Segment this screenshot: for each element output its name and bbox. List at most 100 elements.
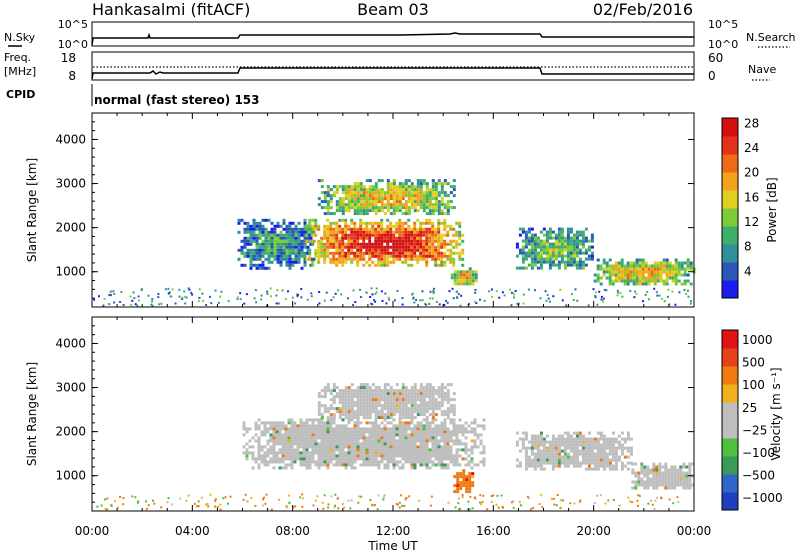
- power-echo-cell: [443, 221, 447, 225]
- velocity-echo-cell: [685, 480, 689, 484]
- power-echo-cell: [431, 242, 435, 246]
- velocity-echo-cell: [305, 460, 309, 464]
- power-echo-cell: [323, 242, 327, 246]
- power-echo-cell: [356, 206, 360, 210]
- velocity-echo-cell: [410, 451, 414, 455]
- velocity-echo-cell: [614, 464, 618, 468]
- velocity-clutter-cell: [337, 507, 340, 510]
- power-echo-cell: [614, 270, 618, 274]
- power-echo-cell: [459, 270, 463, 274]
- velocity-echo-cell: [422, 392, 426, 396]
- velocity-echo-cell: [455, 460, 459, 464]
- velocity-echo-cell: [356, 421, 360, 425]
- colorbar-swatch: [722, 330, 738, 349]
- power-echo-cell: [575, 239, 579, 243]
- power-echo-cell: [521, 245, 525, 249]
- power-echo-cell: [288, 257, 292, 261]
- velocity-echo-cell: [536, 443, 540, 447]
- velocity-echo-cell: [257, 436, 261, 440]
- power-clutter-cell: [451, 287, 454, 290]
- velocity-echo-cell: [242, 433, 246, 437]
- power-echo-cell: [365, 233, 369, 237]
- power-echo-cell: [572, 263, 576, 267]
- power-echo-cell: [398, 197, 402, 201]
- power-echo-cell: [566, 257, 570, 261]
- power-echo-cell: [620, 258, 624, 262]
- velocity-echo-cell: [530, 458, 534, 462]
- velocity-echo-cell: [676, 480, 680, 484]
- power-echo-cell: [362, 188, 366, 192]
- velocity-colorbar-tick: −100: [742, 446, 775, 460]
- power-clutter-cell: [266, 290, 269, 293]
- power-echo-cell: [665, 261, 669, 265]
- velocity-echo-cell: [643, 471, 647, 475]
- velocity-echo-cell: [428, 436, 432, 440]
- power-echo-cell: [398, 182, 402, 186]
- power-echo-cell: [401, 224, 405, 228]
- power-clutter-cell: [621, 295, 624, 298]
- velocity-echo-cell: [584, 440, 588, 444]
- velocity-echo-cell: [380, 433, 384, 437]
- velocity-echo-cell: [329, 448, 333, 452]
- power-echo-cell: [419, 257, 423, 261]
- power-clutter-cell: [475, 302, 478, 304]
- velocity-echo-cell: [428, 460, 432, 464]
- power-echo-cell: [557, 254, 561, 258]
- power-echo-cell: [434, 209, 438, 213]
- power-echo-cell: [335, 236, 339, 240]
- velocity-echo-cell: [386, 463, 390, 467]
- velocity-echo-cell: [275, 454, 279, 458]
- power-echo-cell: [674, 276, 678, 280]
- power-echo-cell: [374, 230, 378, 234]
- velocity-echo-cell: [614, 461, 618, 465]
- power-echo-cell: [563, 266, 567, 270]
- velocity-echo-cell: [398, 401, 402, 405]
- velocity-echo-cell: [362, 392, 366, 396]
- power-echo-cell: [237, 257, 241, 261]
- velocity-echo-cell: [311, 448, 315, 452]
- velocity-echo-cell: [362, 395, 366, 399]
- power-echo-cell: [306, 245, 310, 249]
- power-echo-cell: [629, 276, 633, 280]
- power-clutter-cell: [217, 301, 220, 304]
- velocity-echo-cell: [459, 487, 463, 491]
- power-echo-cell: [261, 233, 265, 237]
- velocity-echo-cell: [332, 416, 336, 420]
- power-echo-cell: [317, 197, 321, 201]
- power-echo-cell: [566, 254, 570, 258]
- velocity-clutter-cell: [376, 508, 379, 511]
- power-echo-cell: [434, 197, 438, 201]
- power-clutter-cell: [432, 291, 435, 294]
- colorbar-frame: [721, 329, 739, 511]
- power-echo-cell: [279, 257, 283, 261]
- velocity-echo-cell: [284, 466, 288, 470]
- velocity-echo-cell: [380, 413, 384, 417]
- power-echo-cell: [644, 261, 648, 265]
- power-clutter-cell: [260, 294, 263, 297]
- velocity-echo-cell: [566, 464, 570, 468]
- velocity-echo-cell: [347, 389, 351, 393]
- velocity-echo-cell: [449, 398, 453, 402]
- power-echo-cell: [416, 245, 420, 249]
- velocity-echo-cell: [398, 389, 402, 393]
- velocity-echo-cell: [269, 433, 273, 437]
- velocity-echo-cell: [682, 465, 686, 469]
- velocity-echo-cell: [569, 443, 573, 447]
- power-echo-cell: [401, 230, 405, 234]
- velocity-echo-cell: [437, 454, 441, 458]
- velocity-echo-cell: [368, 389, 372, 393]
- velocity-echo-cell: [380, 460, 384, 464]
- power-echo-cell: [431, 251, 435, 255]
- power-echo-cell: [246, 248, 250, 252]
- velocity-echo-cell: [640, 477, 644, 481]
- power-echo-cell: [320, 200, 324, 204]
- velocity-echo-cell: [455, 442, 459, 446]
- power-echo-cell: [350, 191, 354, 195]
- colorbar-swatch: [722, 402, 738, 421]
- power-echo-cell: [419, 200, 423, 204]
- power-echo-cell: [650, 279, 654, 283]
- velocity-echo-cell: [275, 430, 279, 434]
- power-echo-cell: [332, 251, 336, 255]
- power-echo-cell: [255, 245, 259, 249]
- power-echo-cell: [569, 254, 573, 258]
